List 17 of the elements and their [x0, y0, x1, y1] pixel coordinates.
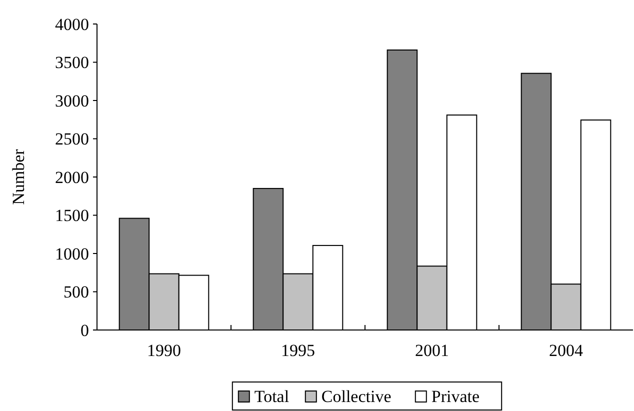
- y-tick-label: 2500: [55, 130, 89, 149]
- legend-label: Total: [254, 387, 290, 406]
- y-tick-label: 0: [80, 320, 89, 340]
- y-tick-label: 500: [64, 282, 89, 302]
- x-tick-label: 1990: [147, 341, 181, 360]
- y-tick-label: 1000: [55, 244, 89, 264]
- y-tick-label: 4000: [55, 14, 89, 34]
- x-tick-label: 2001: [415, 341, 449, 360]
- y-tick-label: 1500: [55, 206, 89, 226]
- y-tick-label: 2000: [55, 168, 89, 187]
- y-tick-label: 3500: [55, 53, 89, 72]
- y-axis-title: Number: [9, 148, 28, 205]
- y-tick-label: 3000: [55, 91, 89, 110]
- x-tick-label: 2004: [549, 341, 584, 360]
- legend-label: Private: [431, 387, 480, 406]
- legend-label: Collective: [321, 387, 392, 406]
- x-tick-label: 1995: [281, 341, 315, 360]
